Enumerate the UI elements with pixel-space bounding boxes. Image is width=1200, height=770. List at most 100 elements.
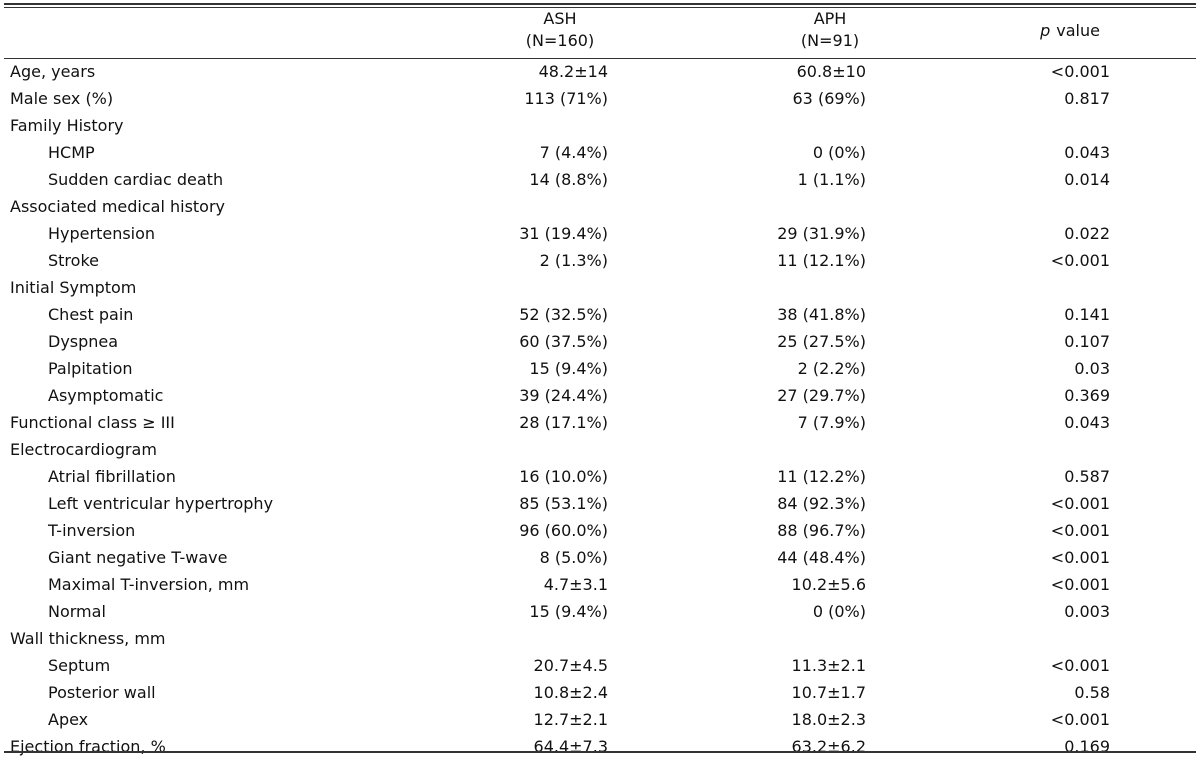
cell-p-value: 0.369 — [1064, 386, 1110, 405]
table-row: Maximal T-inversion, mm 4.7±3.1 10.2±5.6 <0… — [0, 571, 1200, 598]
column-header-aph-title: APH — [813, 9, 847, 28]
row-label: Sudden cardiac death — [48, 170, 224, 189]
cell-p-value: 0.022 — [1064, 224, 1110, 243]
table-row: HCMP 7 (4.4%) 0 (0%) 0.043 — [0, 139, 1200, 166]
cell-ash: 4.7±3.1 — [543, 575, 608, 594]
table-row: Dyspnea 60 (37.5%) 25 (27.5%) 0.107 — [0, 328, 1200, 355]
table-row: Age, years 48.2±14 60.8±10 <0.001 — [0, 58, 1200, 85]
cell-aph: 7 (7.9%) — [797, 413, 866, 432]
row-label: Maximal T-inversion, mm — [48, 575, 250, 594]
table-row: Electrocardiogram — [0, 436, 1200, 463]
cell-p-value: 0.014 — [1064, 170, 1110, 189]
cell-aph: 63.2±6.2 — [791, 737, 866, 756]
column-header-aph: APH (N=91) — [760, 8, 900, 52]
table-row: Septum 20.7±4.5 11.3±2.1 <0.001 — [0, 652, 1200, 679]
table-row: Palpitation 15 (9.4%) 2 (2.2%) 0.03 — [0, 355, 1200, 382]
row-label: Septum — [48, 656, 111, 675]
cell-aph: 38 (41.8%) — [777, 305, 866, 324]
cell-p-value: 0.817 — [1064, 89, 1110, 108]
cell-ash: 10.8±2.4 — [533, 683, 608, 702]
cell-aph: 11 (12.2%) — [777, 467, 866, 486]
column-header-p-symbol: p — [1040, 21, 1051, 40]
cell-ash: 31 (19.4%) — [519, 224, 608, 243]
cell-ash: 52 (32.5%) — [519, 305, 608, 324]
cell-ash: 96 (60.0%) — [519, 521, 608, 540]
cell-p-value: 0.587 — [1064, 467, 1110, 486]
cell-aph: 10.2±5.6 — [791, 575, 866, 594]
table-row: Asymptomatic 39 (24.4%) 27 (29.7%) 0.369 — [0, 382, 1200, 409]
cell-p-value: 0.107 — [1064, 332, 1110, 351]
cell-p-value: 0.141 — [1064, 305, 1110, 324]
table-top-rule — [4, 3, 1196, 5]
cell-ash: 16 (10.0%) — [519, 467, 608, 486]
row-label: Ejection fraction, % — [10, 737, 166, 756]
cell-ash: 12.7±2.1 — [533, 710, 608, 729]
row-label: Palpitation — [48, 359, 133, 378]
table-top-rule-inner — [4, 7, 1196, 8]
table-row: Posterior wall 10.8±2.4 10.7±1.7 0.58 — [0, 679, 1200, 706]
cell-aph: 84 (92.3%) — [777, 494, 866, 513]
cell-aph: 11.3±2.1 — [791, 656, 866, 675]
row-label: Male sex (%) — [10, 89, 114, 108]
cell-ash: 85 (53.1%) — [519, 494, 608, 513]
cell-ash: 60 (37.5%) — [519, 332, 608, 351]
cell-aph: 18.0±2.3 — [791, 710, 866, 729]
cell-p-value: 0.03 — [1074, 359, 1110, 378]
cell-ash: 2 (1.3%) — [539, 251, 608, 270]
cell-p-value: <0.001 — [1050, 494, 1110, 513]
table-row: Wall thickness, mm — [0, 625, 1200, 652]
table-row: Apex 12.7±2.1 18.0±2.3 <0.001 — [0, 706, 1200, 733]
cell-aph: 29 (31.9%) — [777, 224, 866, 243]
table-row: Functional class ≥ III 28 (17.1%) 7 (7.9%)… — [0, 409, 1200, 436]
row-label: Chest pain — [48, 305, 134, 324]
cell-ash: 39 (24.4%) — [519, 386, 608, 405]
row-label: Posterior wall — [48, 683, 156, 702]
cell-aph: 44 (48.4%) — [777, 548, 866, 567]
row-label: Hypertension — [48, 224, 156, 243]
cell-aph: 0 (0%) — [812, 143, 866, 162]
table-row: Family History — [0, 112, 1200, 139]
cell-aph: 63 (69%) — [792, 89, 867, 108]
cell-ash: 28 (17.1%) — [519, 413, 608, 432]
cell-p-value: 0.043 — [1064, 143, 1110, 162]
table-row: Giant negative T-wave 8 (5.0%) 44 (48.4%) <… — [0, 544, 1200, 571]
table-row: Hypertension 31 (19.4%) 29 (31.9%) 0.022 — [0, 220, 1200, 247]
cell-p-value: <0.001 — [1050, 656, 1110, 675]
cell-aph: 2 (2.2%) — [797, 359, 866, 378]
row-label: Left ventricular hypertrophy — [48, 494, 274, 513]
row-label: HCMP — [48, 143, 95, 162]
cell-ash: 15 (9.4%) — [529, 602, 608, 621]
row-label: Asymptomatic — [48, 386, 164, 405]
row-label: Stroke — [48, 251, 99, 270]
cell-p-value: <0.001 — [1050, 548, 1110, 567]
column-header-p-label: value — [1056, 21, 1100, 40]
table-row: Stroke 2 (1.3%) 11 (12.1%) <0.001 — [0, 247, 1200, 274]
table-body: Age, years 48.2±14 60.8±10 <0.001 Male sex (… — [0, 58, 1200, 760]
row-label: Apex — [48, 710, 89, 729]
cell-p-value: 0.043 — [1064, 413, 1110, 432]
table-row: Ejection fraction, % 64.4±7.3 63.2±6.2 0.16… — [0, 733, 1200, 760]
row-label: T-inversion — [48, 521, 136, 540]
row-label: Atrial fibrillation — [48, 467, 176, 486]
row-label: Normal — [48, 602, 106, 621]
cell-aph: 27 (29.7%) — [777, 386, 866, 405]
cell-p-value: <0.001 — [1050, 62, 1110, 81]
table-row: T-inversion 96 (60.0%) 88 (96.7%) <0.001 — [0, 517, 1200, 544]
column-header-ash-title: ASH — [543, 9, 577, 28]
table-row: Initial Symptom — [0, 274, 1200, 301]
cell-p-value: 0.58 — [1074, 683, 1110, 702]
row-label: Age, years — [10, 62, 96, 81]
column-header-ash: ASH (N=160) — [490, 8, 630, 52]
row-label: Electrocardiogram — [10, 440, 157, 459]
row-label: Wall thickness, mm — [10, 629, 166, 648]
cell-ash: 48.2±14 — [538, 62, 608, 81]
cell-p-value: 0.003 — [1064, 602, 1110, 621]
row-label: Associated medical history — [10, 197, 226, 216]
cell-ash: 15 (9.4%) — [529, 359, 608, 378]
cell-p-value: <0.001 — [1050, 710, 1110, 729]
table-row: Atrial fibrillation 16 (10.0%) 11 (12.2%) 0… — [0, 463, 1200, 490]
row-label: Dyspnea — [48, 332, 119, 351]
cell-aph: 25 (27.5%) — [777, 332, 866, 351]
table-row: Left ventricular hypertrophy 85 (53.1%) 84… — [0, 490, 1200, 517]
column-header-ash-n: (N=160) — [525, 31, 595, 50]
